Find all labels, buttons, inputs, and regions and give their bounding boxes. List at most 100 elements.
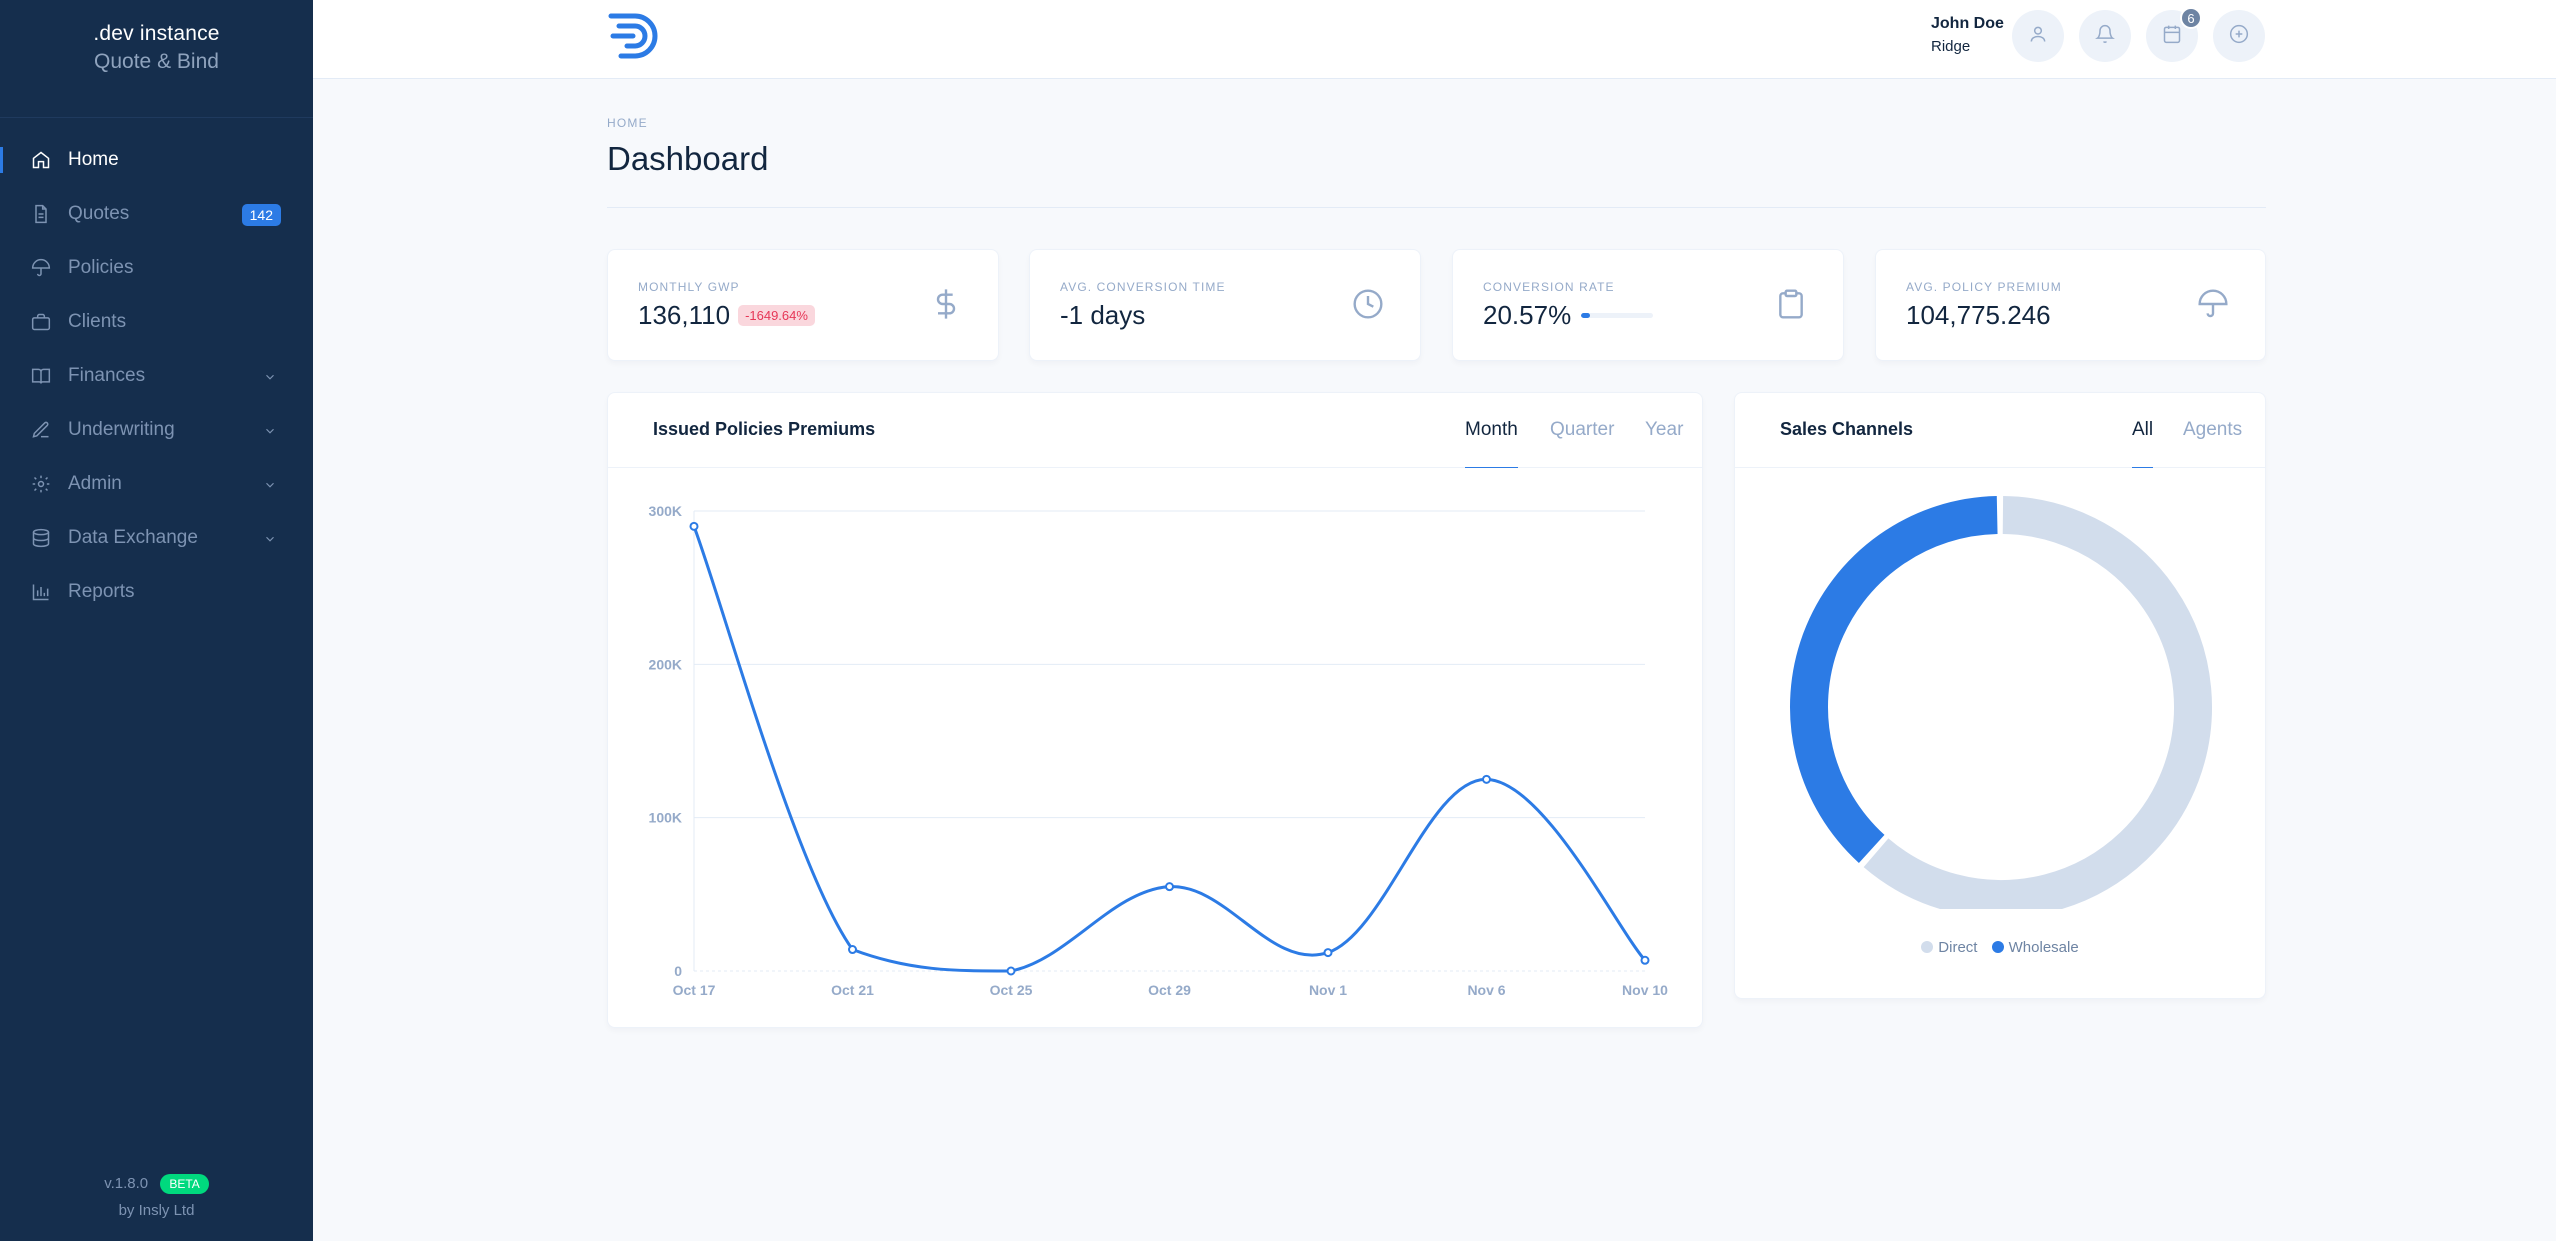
y-tick-label: 300K	[649, 503, 682, 519]
stat-card-monthly-gwp: MONTHLY GWP 136,110 -1649.64%	[607, 249, 999, 361]
dollar-icon	[930, 288, 962, 320]
legend-swatch	[1991, 941, 2004, 953]
data-point	[689, 521, 699, 531]
sidebar-item-underwriting[interactable]: Underwriting	[0, 403, 313, 457]
x-tick-label: Nov 6	[1467, 982, 1505, 998]
stat-card-conversion-time: AVG. CONVERSION TIME -1 days	[1029, 249, 1421, 361]
sidebar-item-admin[interactable]: Admin	[0, 457, 313, 511]
vendor-credit: by Insly Ltd	[118, 1202, 195, 1219]
data-point	[848, 945, 857, 955]
notifications-button[interactable]	[2079, 10, 2131, 62]
umbrella-icon	[30, 257, 52, 279]
legend-item-direct: Direct	[1921, 939, 1977, 956]
book-icon	[30, 365, 52, 387]
header-divider	[607, 207, 2266, 208]
home-icon	[30, 149, 52, 171]
stat-card-policy-premium: AVG. POLICY PREMIUM 104,775.246	[1875, 249, 2266, 361]
sidebar-item-finances[interactable]: Finances	[0, 349, 313, 403]
sidebar-item-label: Underwriting	[68, 419, 175, 440]
breadcrumb: HOME	[607, 116, 648, 130]
instance-name: .dev instance	[93, 22, 220, 45]
beta-badge: BETA	[160, 1174, 209, 1194]
product-name: Quote & Bind	[94, 50, 219, 73]
stat-value-row: -1 days	[1060, 300, 1145, 331]
add-button[interactable]	[2213, 10, 2265, 62]
y-tick-label: 0	[674, 963, 682, 979]
issued-premiums-card: Issued Policies Premiums Month Quarter Y…	[607, 392, 1703, 1028]
data-point	[1165, 882, 1174, 892]
umbrella-icon	[2197, 288, 2229, 320]
plus-circle-icon	[2229, 24, 2249, 49]
sidebar-item-clients[interactable]: Clients	[0, 295, 313, 349]
tab-month[interactable]: Month	[1465, 419, 1518, 468]
profile-button[interactable]	[2012, 10, 2064, 62]
sidebar-item-reports[interactable]: Reports	[0, 565, 313, 619]
user-info[interactable]: John Doe Ridge	[1931, 15, 2004, 55]
data-point	[1006, 966, 1016, 976]
stat-label: MONTHLY GWP	[638, 280, 740, 294]
data-point	[1323, 948, 1333, 958]
tab-all[interactable]: All	[2132, 419, 2154, 468]
stat-value-row: 104,775.246	[1906, 300, 2051, 331]
sidebar-item-home[interactable]: Home	[0, 133, 313, 187]
app-logo[interactable]	[605, 8, 667, 64]
sidebar: .dev instance Quote & Bind Home Quotes 1…	[0, 0, 313, 1241]
file-icon	[30, 203, 52, 225]
chevron-down-icon	[263, 476, 277, 490]
brand[interactable]: .dev instance Quote & Bind	[0, 22, 313, 74]
sidebar-footer: v.1.8.0 BETA by Insly Ltd	[0, 1174, 313, 1219]
data-point	[1640, 955, 1650, 965]
series-line	[692, 525, 1647, 973]
donut-slice-direct[interactable]	[1863, 496, 2212, 909]
sidebar-nav: Home Quotes 142 Policies Clients Finance…	[0, 133, 313, 619]
stat-value-row: 20.57%	[1483, 300, 1654, 331]
chevron-down-icon	[263, 530, 277, 544]
card-title: Issued Policies Premiums	[653, 419, 876, 439]
data-point	[1482, 774, 1491, 784]
sidebar-item-label: Quotes	[68, 203, 130, 224]
x-tick-label: Oct 25	[990, 982, 1033, 998]
card-header: Sales Channels All Agents	[1735, 393, 2265, 468]
gear-icon	[30, 473, 52, 495]
stat-delta-badge: -1649.64%	[738, 305, 815, 326]
legend-item-wholesale: Wholesale	[1991, 939, 2079, 956]
user-icon	[2028, 24, 2048, 49]
calendar-icon	[2162, 24, 2182, 49]
sidebar-item-quotes[interactable]: Quotes 142	[0, 187, 313, 241]
stat-card-conversion-rate: CONVERSION RATE 20.57%	[1452, 249, 1844, 361]
database-icon	[30, 527, 52, 549]
progress-fill	[1581, 313, 1591, 318]
tab-agents[interactable]: Agents	[2183, 419, 2243, 440]
legend-label: Wholesale	[2008, 939, 2079, 956]
sidebar-item-data-exchange[interactable]: Data Exchange	[0, 511, 313, 565]
pen-icon	[30, 419, 52, 441]
stat-value: 20.57%	[1483, 300, 1572, 330]
sidebar-item-label: Policies	[68, 257, 134, 278]
sidebar-item-policies[interactable]: Policies	[0, 241, 313, 295]
chart-legend: Direct Wholesale	[1735, 939, 2265, 956]
stat-value: -1 days	[1060, 300, 1146, 330]
clock-icon	[1352, 288, 1384, 320]
page-title: Dashboard	[607, 140, 769, 177]
stat-label: AVG. POLICY PREMIUM	[1906, 280, 2062, 294]
clipboard-icon	[1775, 288, 1807, 320]
stat-label: CONVERSION RATE	[1483, 280, 1615, 294]
y-tick-label: 100K	[649, 810, 682, 826]
x-tick-label: Nov 1	[1309, 982, 1347, 998]
x-tick-label: Nov 10	[1622, 982, 1668, 998]
app-version: v.1.8.0	[104, 1174, 149, 1192]
line-chart: 0 100K 200K 300K Oct 17 Oct 21 Oct 25 Oct 29 Nov…	[649, 503, 1669, 998]
stat-label: AVG. CONVERSION TIME	[1060, 280, 1226, 294]
calendar-button[interactable]: 6	[2146, 7, 2202, 62]
y-tick-label: 200K	[649, 656, 682, 672]
quotes-count-badge: 142	[241, 204, 281, 226]
sidebar-item-label: Data Exchange	[68, 527, 198, 548]
tab-year[interactable]: Year	[1645, 419, 1684, 440]
sidebar-item-label: Clients	[68, 311, 127, 332]
topbar: John Doe Ridge 6	[313, 0, 2556, 79]
conversion-progress-bar	[1581, 313, 1654, 318]
stat-value-row: 136,110 -1649.64%	[638, 300, 815, 331]
x-tick-label: Oct 21	[831, 982, 874, 998]
tab-quarter[interactable]: Quarter	[1550, 419, 1615, 440]
donut-slice-wholesale[interactable]	[1790, 496, 1998, 863]
